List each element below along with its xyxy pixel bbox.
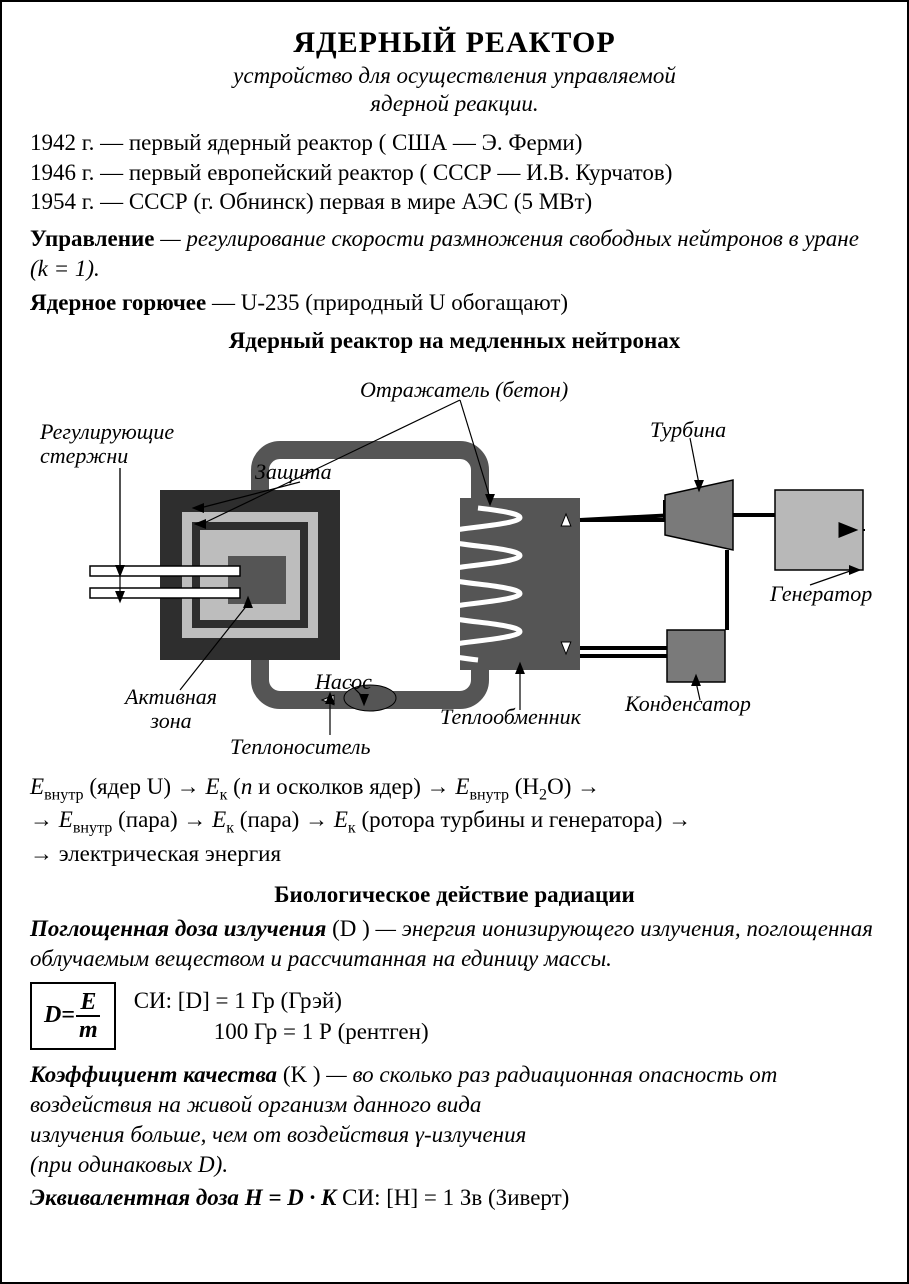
- formula-eq: =: [61, 1002, 75, 1029]
- formula-lhs: D: [44, 1002, 61, 1029]
- dose-formula-box: D = E m: [30, 982, 116, 1050]
- label-control-rods: Регулирующие стержни: [40, 420, 174, 468]
- quality-text: излучения больше, чем от воздействия γ-и…: [30, 1122, 526, 1147]
- control-label: Управление: [30, 226, 154, 251]
- label-heat-exchanger: Теплообменник: [440, 705, 581, 729]
- page-frame: ЯДЕРНЫЙ РЕАКТОР устройство для осуществл…: [0, 0, 909, 1284]
- formula-fraction: E m: [75, 990, 102, 1042]
- fuel-label: Ядерное горючее: [30, 290, 206, 315]
- history-line: 1946 г. — первый европейский реактор ( С…: [30, 158, 879, 187]
- control-paragraph: Управление — регулирование скорости разм…: [30, 224, 879, 284]
- control-text: — регулирование скорости размножения сво…: [30, 226, 859, 281]
- subtitle-line-1: устройство для осуществления управляемой: [233, 63, 676, 88]
- energy-chain: Eвнутр (ядер U) → Eк (n и осколков ядер)…: [30, 770, 879, 870]
- chain-line: → Eвнутр (пара) → Eк (пара) → Eк (ротора…: [30, 803, 879, 836]
- bio-heading: Биологическое действие радиации: [30, 882, 879, 908]
- quality-symbol: (K ): [277, 1062, 320, 1087]
- label-core: Активная зона: [125, 685, 217, 733]
- history-block: 1942 г. — первый ядерный реактор ( США —…: [30, 128, 879, 216]
- quality-text: (при одинаковых D).: [30, 1152, 228, 1177]
- quality-paragraph: Коэффициент качества (K ) — во сколько р…: [30, 1060, 879, 1180]
- fraction-den: m: [75, 1017, 102, 1042]
- chain-line: → электрическая энергия: [30, 837, 879, 870]
- page-title: ЯДЕРНЫЙ РЕАКТОР: [30, 26, 879, 60]
- fuel-text: — U-235 (природный U обогащают): [206, 290, 568, 315]
- equiv-units: СИ: [H] = 1 Зв (Зиверт): [342, 1185, 569, 1210]
- label-pump: Насос: [315, 670, 372, 694]
- label-coolant: Теплоноситель: [230, 735, 370, 759]
- chain-line: Eвнутр (ядер U) → Eк (n и осколков ядер)…: [30, 770, 879, 803]
- label-text: Регулирующие стержни: [40, 419, 174, 468]
- page-subtitle: устройство для осуществления управляемой…: [30, 62, 879, 118]
- equiv-expr: H = D · K: [245, 1185, 337, 1210]
- label-generator: Генератор: [770, 582, 872, 606]
- dose-formula-row: D = E m СИ: [D] = 1 Гр (Грэй) 100 Гр = 1…: [30, 982, 879, 1050]
- equiv-label: Эквивалентная доза: [30, 1185, 239, 1210]
- equiv-dose-paragraph: Эквивалентная доза H = D · K СИ: [H] = 1…: [30, 1183, 879, 1213]
- absorbed-symbol: (D ): [326, 916, 369, 941]
- fraction-num: E: [76, 990, 100, 1017]
- label-turbine: Турбина: [650, 418, 726, 442]
- reactor-diagram: Регулирующие стержни Защита Отражатель (…: [30, 360, 879, 760]
- absorbed-label: Поглощенная доза излучения: [30, 916, 326, 941]
- diagram-heading: Ядерный реактор на медленных нейтронах: [30, 328, 879, 354]
- absorbed-dose-paragraph: Поглощенная доза излучения (D ) — энерги…: [30, 914, 879, 974]
- label-condenser: Конденсатор: [625, 692, 751, 716]
- fuel-paragraph: Ядерное горючее — U-235 (природный U обо…: [30, 288, 879, 318]
- quality-label: Коэффициент качества: [30, 1062, 277, 1087]
- label-shield: Защита: [255, 460, 332, 484]
- subtitle-line-2: ядерной реакции.: [370, 91, 538, 116]
- units-line: СИ: [D] = 1 Гр (Грэй): [134, 985, 429, 1016]
- history-line: 1954 г. — СССР (г. Обнинск) первая в мир…: [30, 187, 879, 216]
- label-reflector: Отражатель (бетон): [360, 378, 568, 402]
- dose-units: СИ: [D] = 1 Гр (Грэй) 100 Гр = 1 Р (рент…: [134, 985, 429, 1047]
- units-line: 100 Гр = 1 Р (рентген): [134, 1016, 429, 1047]
- history-line: 1942 г. — первый ядерный реактор ( США —…: [30, 128, 879, 157]
- label-text: Активная зона: [125, 684, 217, 733]
